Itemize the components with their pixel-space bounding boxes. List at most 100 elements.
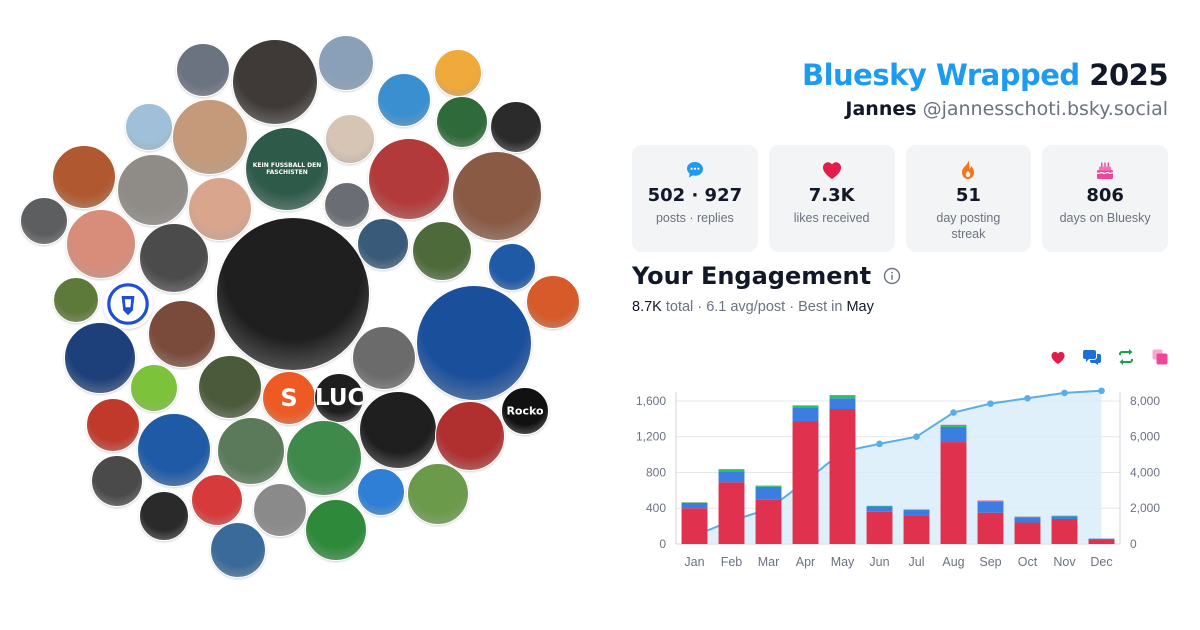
x-tick-label: Dec: [1090, 555, 1112, 569]
engagement-avg: 6.1 avg/post: [706, 299, 786, 315]
info-icon[interactable]: [883, 267, 901, 285]
x-tick-label: Jan: [684, 555, 704, 569]
avatar[interactable]: S: [262, 371, 316, 425]
avatar[interactable]: [416, 285, 532, 401]
avatar[interactable]: [318, 35, 374, 91]
y2-tick-label: 2,000: [1130, 501, 1160, 515]
avatar[interactable]: [452, 151, 542, 241]
y2-tick-label: 0: [1130, 537, 1137, 551]
year-title: 2025: [1089, 58, 1168, 92]
avatar[interactable]: [125, 103, 173, 151]
avatar[interactable]: [130, 364, 178, 412]
repost-icon[interactable]: [1116, 347, 1136, 367]
bar-segment: [977, 512, 1004, 544]
header: Bluesky Wrapped 2025 Jannes @jannesschot…: [801, 58, 1169, 120]
avatar[interactable]: Rocko: [501, 387, 549, 435]
stat-label: day posting streak: [936, 211, 1001, 241]
bar-segment: [940, 426, 967, 443]
bar-segment: [903, 515, 930, 544]
stat-label: posts · replies: [655, 211, 734, 225]
avatar[interactable]: [139, 223, 209, 293]
avatar[interactable]: [412, 221, 472, 281]
avatar[interactable]: [117, 154, 189, 226]
heart-icon: [769, 159, 895, 181]
avatar[interactable]: KEIN FUSSBALL DEN FASCHISTEN: [245, 127, 329, 211]
avatar[interactable]: [325, 114, 375, 164]
avatar[interactable]: [148, 300, 216, 368]
x-tick-label: Apr: [796, 555, 815, 569]
flame-icon: [906, 159, 1032, 181]
x-tick-label: Feb: [721, 555, 743, 569]
brand-title: Bluesky Wrapped: [801, 58, 1080, 92]
stat-value: 806: [1086, 185, 1124, 206]
avatar[interactable]: LUC: [314, 373, 364, 423]
bar-segment: [718, 482, 745, 544]
cumulative-point: [876, 440, 883, 448]
engagement-total: 8.7K: [632, 299, 662, 315]
avatar[interactable]: [52, 145, 116, 209]
avatar[interactable]: [357, 468, 405, 516]
avatar[interactable]: [176, 43, 230, 97]
bar-segment: [755, 499, 782, 544]
engagement-heading: Your Engagement: [632, 262, 901, 290]
reply-icon[interactable]: [1082, 347, 1102, 367]
avatar[interactable]: [188, 177, 252, 241]
stat-label: days on Bluesky: [1059, 211, 1151, 225]
avatar[interactable]: [91, 455, 143, 507]
avatar[interactable]: [488, 243, 536, 291]
avatar[interactable]: [286, 420, 362, 496]
avatar[interactable]: [86, 398, 140, 452]
avatar[interactable]: [359, 391, 437, 469]
bar-segment: [866, 511, 893, 544]
heart-icon[interactable]: [1048, 347, 1068, 367]
avatar[interactable]: [377, 73, 431, 127]
avatar-text: KEIN FUSSBALL DEN FASCHISTEN: [252, 162, 322, 176]
x-tick-label: May: [831, 555, 855, 569]
speech-bubble-icon: [632, 159, 758, 181]
avatar[interactable]: [137, 413, 211, 487]
avatar[interactable]: [490, 101, 542, 153]
avatar[interactable]: [217, 417, 285, 485]
avatar[interactable]: [172, 99, 248, 175]
avatar[interactable]: [139, 491, 189, 541]
stat-card-streak: 51 day posting streak: [905, 145, 1032, 252]
avatar[interactable]: [352, 326, 416, 390]
crest-icon: [107, 283, 149, 325]
bar-segment: [866, 506, 893, 512]
avatar[interactable]: [191, 474, 243, 526]
avatar[interactable]: [305, 499, 367, 561]
bar-segment: [792, 405, 819, 408]
avatar[interactable]: [103, 279, 153, 329]
avatar[interactable]: [526, 275, 580, 329]
cumulative-point: [913, 433, 920, 441]
avatar[interactable]: [198, 355, 262, 419]
avatar[interactable]: [368, 138, 450, 220]
cake-icon: [1042, 159, 1168, 181]
avatar[interactable]: [434, 49, 482, 97]
stat-value: 51: [955, 185, 981, 206]
avatar[interactable]: [407, 463, 469, 525]
avatar[interactable]: [53, 277, 99, 323]
quote-icon[interactable]: [1150, 347, 1170, 367]
avatar[interactable]: [253, 483, 307, 537]
x-tick-label: Oct: [1018, 555, 1038, 569]
avatar[interactable]: [20, 197, 68, 245]
avatar-cluster: KEIN FUSSBALL DEN FASCHISTEN S LUC Rocko: [20, 35, 580, 578]
avatar[interactable]: [210, 522, 266, 578]
avatar[interactable]: [66, 209, 136, 279]
avatar[interactable]: [232, 39, 318, 125]
avatar[interactable]: [435, 401, 505, 471]
avatar[interactable]: [216, 217, 370, 371]
avatar[interactable]: [324, 182, 370, 228]
x-tick-label: Jun: [869, 555, 889, 569]
bar-segment: [681, 502, 708, 509]
bar-segment: [718, 469, 745, 472]
stats-row: 502 · 927 posts · replies 7.3K likes rec…: [632, 145, 1168, 252]
separator: ·: [785, 299, 799, 315]
avatar[interactable]: [64, 322, 136, 394]
x-tick-label: Aug: [942, 555, 964, 569]
avatar[interactable]: [357, 218, 409, 270]
avatar[interactable]: [436, 96, 488, 148]
bar-segment: [1088, 539, 1115, 544]
engagement-summary: 8.7K total · 6.1 avg/post · Best in May: [632, 299, 874, 315]
